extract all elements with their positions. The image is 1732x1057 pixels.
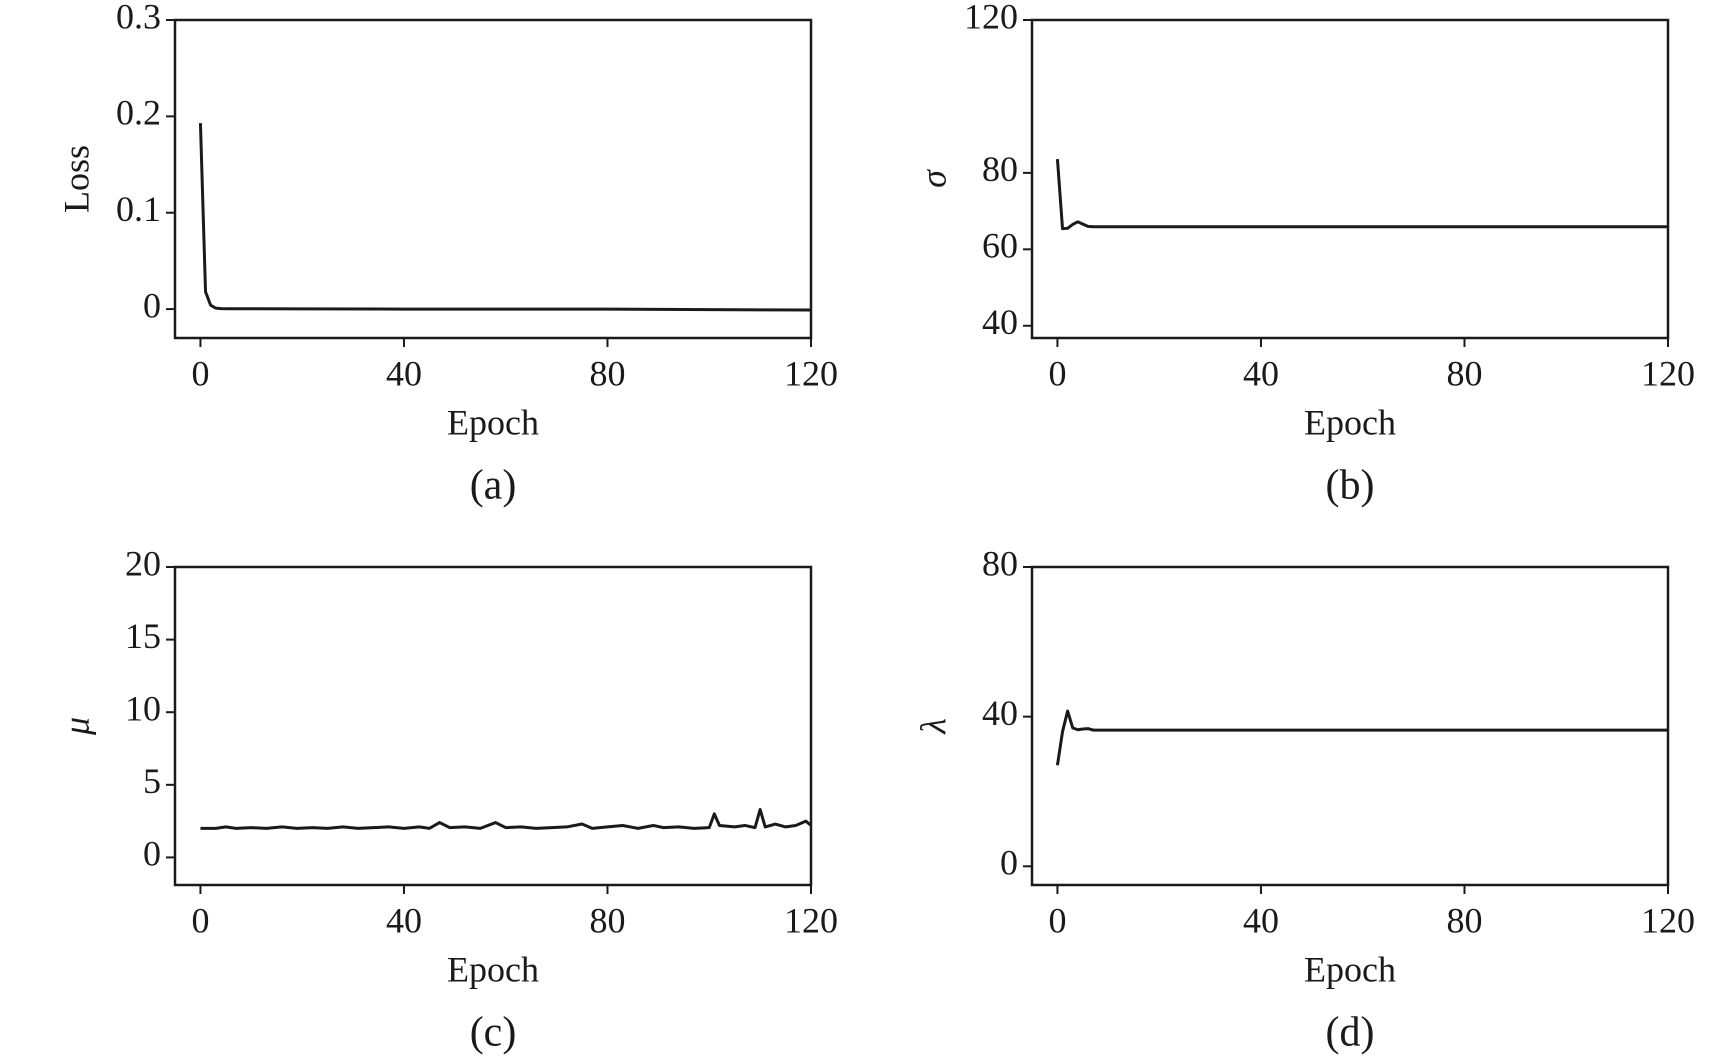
- x-tick-label: 80: [589, 900, 625, 940]
- x-tick-label: 40: [1243, 353, 1279, 393]
- y-axis-label: Loss: [56, 145, 96, 213]
- data-line: [1055, 159, 1668, 231]
- x-tick-label: 80: [589, 353, 625, 393]
- x-tick-label: 40: [386, 900, 422, 940]
- y-tick-label: 10: [125, 688, 161, 728]
- plot-frame: [173, 18, 813, 340]
- panel-caption: (a): [470, 463, 517, 509]
- x-axis-label: Epoch: [1304, 402, 1396, 442]
- x-axis-label: Epoch: [1304, 949, 1396, 989]
- y-tick-label: 15: [125, 616, 161, 656]
- x-tick-label: 0: [1048, 900, 1066, 940]
- data-line: [198, 123, 812, 312]
- y-tick-label: 0: [1000, 843, 1018, 883]
- plot-frame: [173, 565, 813, 887]
- y-tick-label: 20: [125, 543, 161, 583]
- y-tick-label: 40: [982, 302, 1018, 342]
- x-tick-label: 0: [1048, 353, 1066, 393]
- panel-caption: (d): [1326, 1010, 1375, 1056]
- y-axis-label: λ: [913, 718, 953, 735]
- y-tick-label: 80: [982, 543, 1018, 583]
- y-tick-label: 40: [982, 693, 1018, 733]
- x-tick-label: 80: [1446, 353, 1482, 393]
- y-axis-label: μ: [56, 717, 96, 736]
- x-axis-label: Epoch: [447, 402, 539, 442]
- y-tick-label: 0: [143, 834, 161, 874]
- panel: 0 40 80 120 0 40 80 Epoch λ (d): [913, 543, 1695, 1055]
- x-tick-label: 120: [784, 900, 838, 940]
- x-tick-label: 0: [191, 353, 209, 393]
- x-tick-label: 40: [1243, 900, 1279, 940]
- y-tick-label: 0: [143, 285, 161, 325]
- y-tick-label: 120: [964, 0, 1018, 36]
- x-tick-label: 120: [784, 353, 838, 393]
- x-tick-label: 120: [1641, 900, 1695, 940]
- plot-frame: [1030, 565, 1670, 887]
- panel: 0 40 80 120 0 0.1 0.2 0.3 Epoch Loss (a): [56, 0, 838, 509]
- x-tick-label: 120: [1641, 353, 1695, 393]
- y-tick-label: 0.2: [116, 93, 161, 133]
- y-tick-label: 0.1: [116, 189, 161, 229]
- y-tick-label: 60: [982, 226, 1018, 266]
- y-axis-label: σ: [913, 169, 953, 188]
- plot-frame: [1030, 18, 1670, 340]
- data-line: [1055, 709, 1668, 766]
- panel: 0 40 80 120 0 5 10 15 20 Epoch μ (c): [56, 543, 838, 1055]
- x-tick-label: 40: [386, 353, 422, 393]
- x-tick-label: 0: [191, 900, 209, 940]
- panel-caption: (c): [470, 1010, 517, 1056]
- data-line: [200, 807, 812, 830]
- x-axis-label: Epoch: [447, 949, 539, 989]
- panel-caption: (b): [1326, 463, 1375, 509]
- y-tick-label: 80: [982, 149, 1018, 189]
- y-tick-label: 5: [143, 761, 161, 801]
- x-tick-label: 80: [1446, 900, 1482, 940]
- y-tick-label: 0.3: [116, 0, 161, 36]
- panel: 0 40 80 120 40 60 80 120 Epoch σ (b): [913, 0, 1695, 509]
